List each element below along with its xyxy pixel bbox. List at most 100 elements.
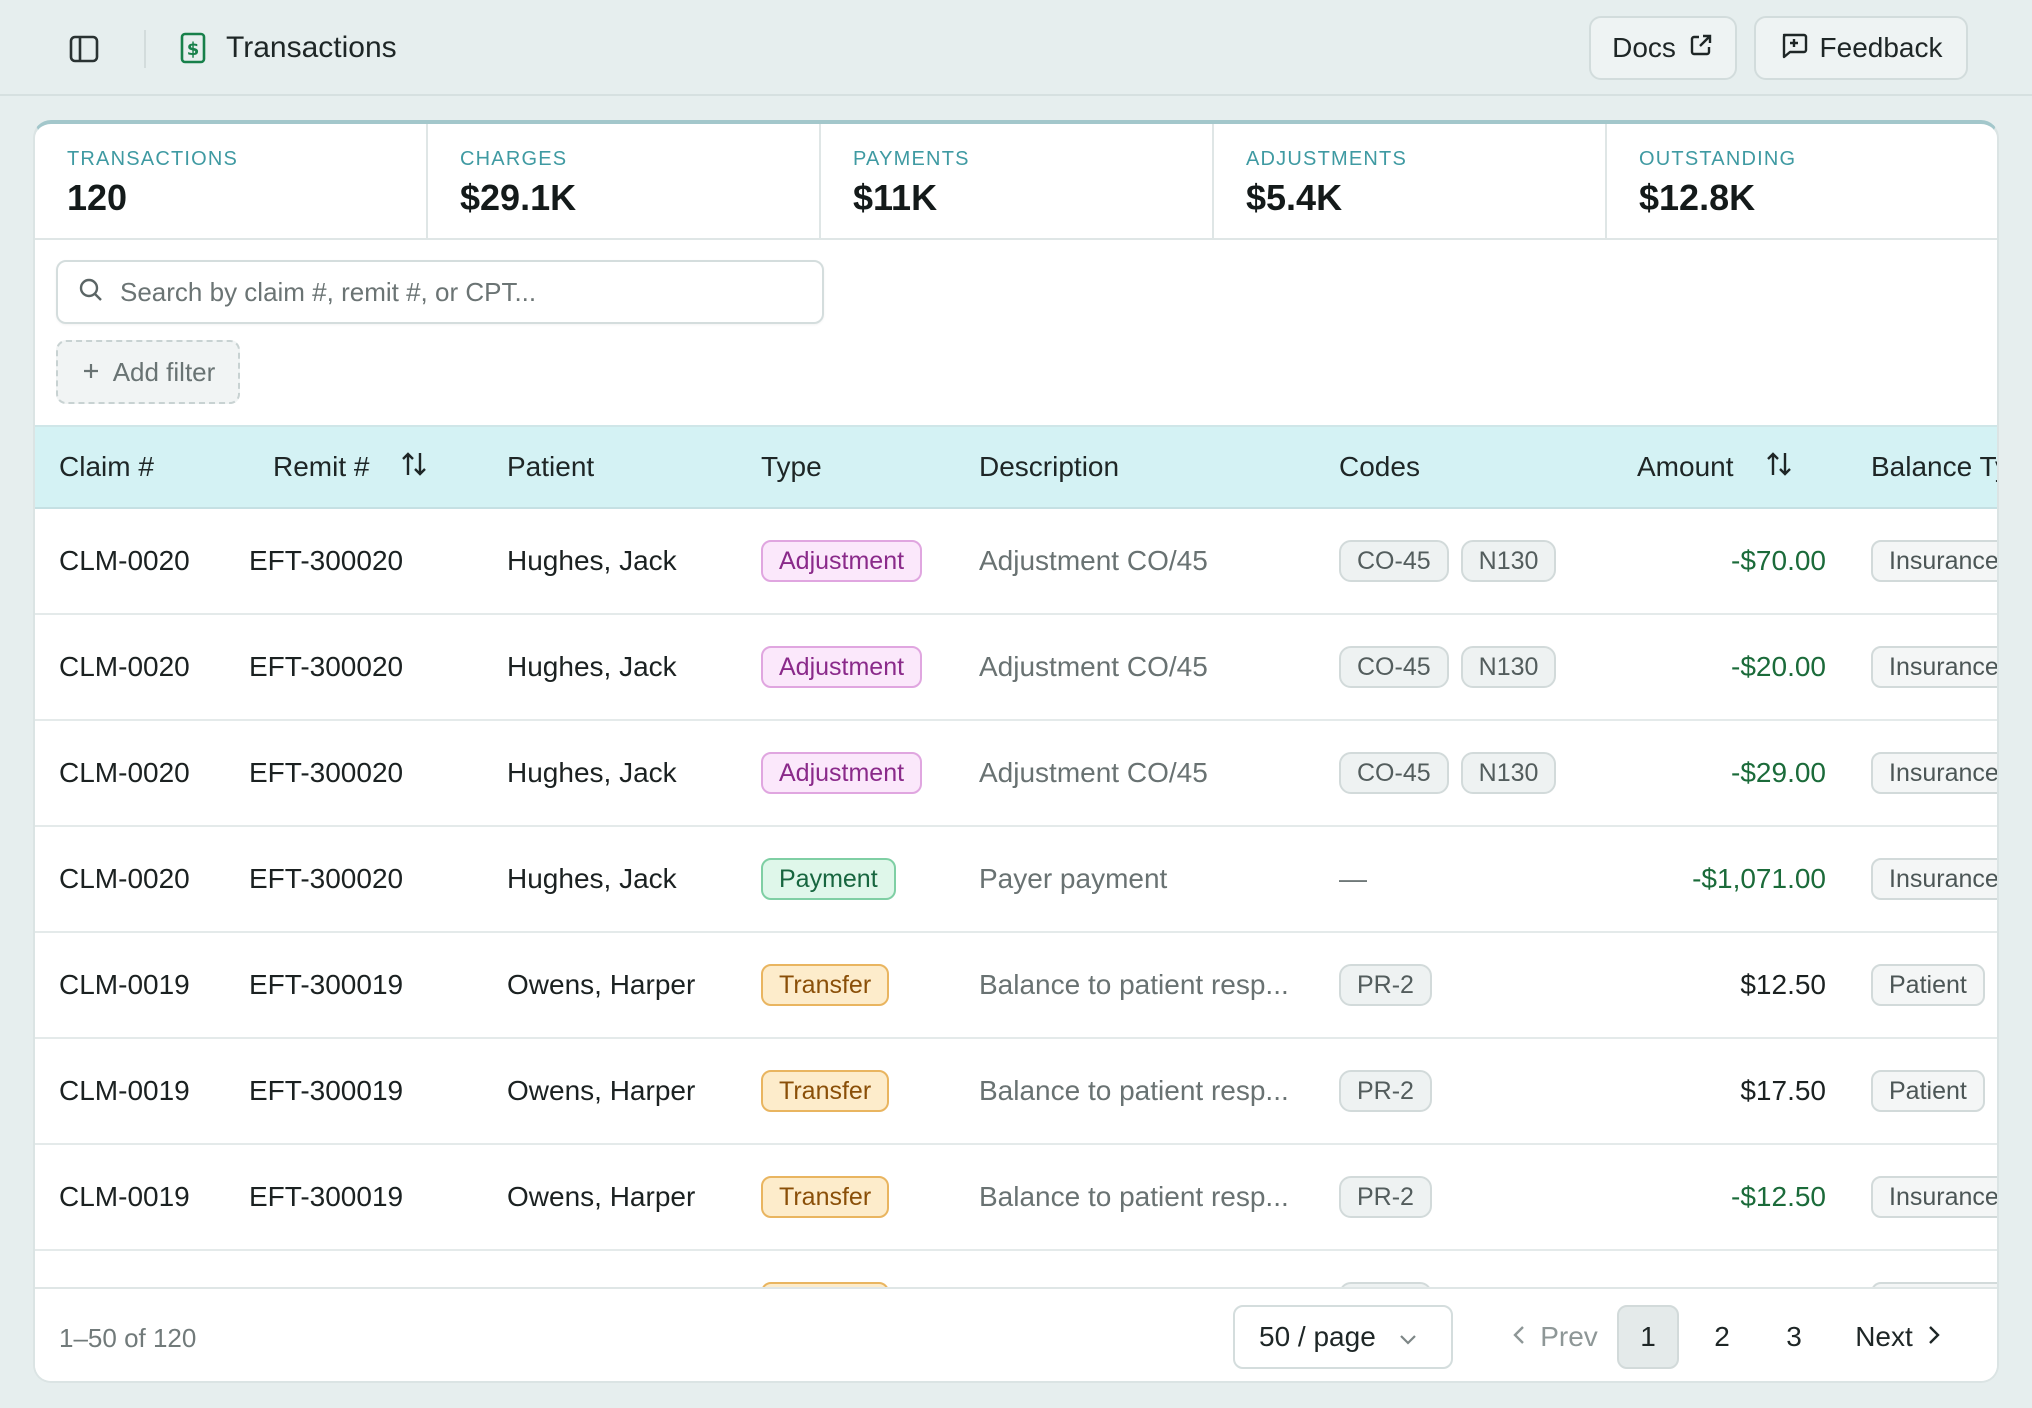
code-tag: CO-45 [1339,646,1449,688]
claim-number: CLM-0019 [59,1181,190,1212]
description: Adjustment CO/45 [979,651,1208,682]
chevron-left-icon [1512,1321,1526,1353]
claim-number: CLM-0020 [59,545,190,576]
next-page-button[interactable]: Next [1843,1305,1953,1369]
table-row[interactable]: CLM-0019 EFT-300019 Owens, Harper Transfer B… [35,1039,1997,1145]
column-header-codes[interactable]: Codes [1339,451,1420,482]
codes-cell: PR-2 [1339,1039,1444,1143]
stat-outstanding: OUTSTANDING $12.8K [1607,124,1997,240]
balance-type-cell: Patient [1871,1039,1985,1143]
description: Balance to patient resp... [979,969,1289,1000]
search-box [56,260,824,324]
sort-icon[interactable] [1764,449,1794,486]
page-title: Transactions [226,31,397,64]
patient-name: Owens, Harper [507,969,696,1000]
claim-number: CLM-0020 [59,863,190,894]
claim-number: CLM-0019 [59,1075,190,1106]
type-cell: Adjustment [761,615,923,719]
docs-button[interactable]: Docs [1589,16,1737,80]
code-tag: PR-2 [1339,1176,1432,1218]
stat-adjustments: ADJUSTMENTS $5.4K [1214,124,1607,240]
feedback-button[interactable]: Feedback [1754,16,1968,80]
type-badge: Adjustment [761,540,923,582]
remit-number: EFT-300020 [249,757,404,788]
amount: -$12.50 [1731,1181,1826,1212]
sidebar-toggle-icon[interactable] [66,31,102,67]
type-badge: Transfer [761,1070,890,1112]
stat-value: $11K [853,177,938,218]
remit-number: EFT-300020 [249,863,404,894]
stat-value: $5.4K [1246,177,1343,218]
prev-page-button[interactable]: Prev [1495,1305,1615,1369]
remit-number: EFT-300019 [249,1181,404,1212]
stat-label: PAYMENTS [853,148,970,170]
table-row[interactable]: CLM-0019 EFT-300019 Owens, Harper Transfer B… [35,933,1997,1039]
description: Balance to patient resp... [979,1075,1289,1106]
stat-label: TRANSACTIONS [67,148,239,170]
column-header-claim[interactable]: Claim # [59,451,154,482]
search-input[interactable] [120,276,780,308]
page-button-1[interactable]: 1 [1617,1305,1679,1369]
column-header-type[interactable]: Type [761,451,822,482]
patient-name: Owens, Harper [507,1075,696,1106]
type-badge: Transfer [761,964,890,1006]
feedback-label: Feedback [1819,32,1943,63]
sort-icon[interactable] [399,449,429,486]
patient-name: Hughes, Jack [507,863,677,894]
patient-name: Owens, Harper [507,1181,696,1212]
chevron-right-icon [1927,1321,1941,1353]
table-row[interactable]: CLM-0019 EFT-300019 Owens, Harper Transfer B… [35,1145,1997,1251]
prev-label: Prev [1540,1321,1598,1352]
type-cell: Transfer [761,933,890,1037]
type-cell: Payment [761,827,896,931]
balance-type-badge: Insurance [1871,646,1997,688]
balance-type-cell: Insurance [1871,615,1997,719]
table-row[interactable]: CLM-0020 EFT-300020 Hughes, Jack Adjustment… [35,615,1997,721]
patient-name: Hughes, Jack [507,545,677,576]
table-row[interactable]: CLM-0020 EFT-300020 Hughes, Jack Adjustment… [35,509,1997,615]
header-divider [144,30,146,68]
docs-label: Docs [1612,32,1676,63]
type-cell: Adjustment [761,509,923,613]
codes-cell: — [1339,827,1367,931]
column-header-amount[interactable]: Amount [1637,427,1794,507]
table-row[interactable]: CLM-0020 EFT-300020 Hughes, Jack Adjustment… [35,721,1997,827]
stat-value: $12.8K [1639,177,1756,218]
patient-name: Hughes, Jack [507,757,677,788]
description: Adjustment CO/45 [979,757,1208,788]
svg-text:$: $ [187,39,200,60]
type-badge: Adjustment [761,646,923,688]
amount: -$29.00 [1731,757,1826,788]
type-cell: Transfer [761,1039,890,1143]
chevron-down-icon [1398,1321,1418,1353]
code-tag: N130 [1460,646,1557,688]
type-badge: Transfer [761,1176,890,1218]
page-button-3[interactable]: 3 [1786,1321,1802,1352]
page-button-2[interactable]: 2 [1714,1321,1730,1352]
amount: $12.50 [1740,969,1826,1000]
code-tag: N130 [1460,752,1557,794]
dollar-document-icon: $ [180,32,206,64]
add-filter-button[interactable]: Add filter [56,340,240,404]
table-row[interactable]: CLM-0020 EFT-300020 Hughes, Jack Payment Pay… [35,827,1997,933]
codes-cell: PR-2 [1339,1145,1444,1249]
column-header-remit[interactable]: Remit # [273,427,429,507]
page-size-select[interactable]: 50 / page [1233,1305,1453,1369]
remit-number: EFT-300020 [249,651,404,682]
balance-type-cell: Insurance [1871,509,1997,613]
plus-icon [81,357,101,388]
code-tag: CO-45 [1339,540,1449,582]
pagination-range: 1–50 of 120 [59,1323,197,1353]
column-header-balance-type[interactable]: Balance Ty [1871,451,1999,482]
amount: -$1,071.00 [1692,863,1826,894]
claim-number: CLM-0020 [59,651,190,682]
codes-cell: CO-45 N130 [1339,721,1568,825]
description: Payer payment [979,863,1168,894]
column-header-description[interactable]: Description [979,451,1120,482]
stat-transactions: TRANSACTIONS 120 [35,124,428,240]
balance-type-cell: Insurance [1871,721,1997,825]
column-header-patient[interactable]: Patient [507,451,595,482]
balance-type-badge: Insurance [1871,858,1997,900]
balance-type-badge: Patient [1871,964,1985,1006]
claim-number: CLM-0020 [59,757,190,788]
